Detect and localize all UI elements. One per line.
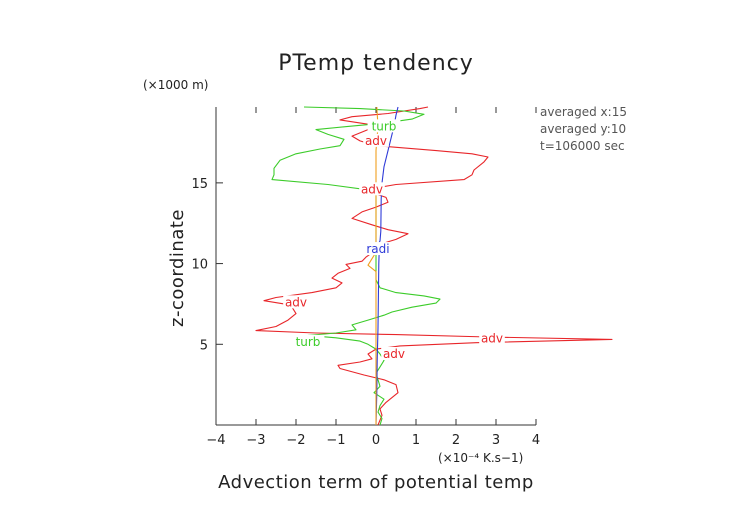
series-label-bg-7 <box>361 242 395 256</box>
y-tick-label-0: 5 <box>200 338 208 353</box>
info-line-2: averaged y:10 <box>540 122 626 136</box>
x-tick-label-0: −4 <box>206 433 225 448</box>
x-unit-label: (×10⁻⁴ K.s−1) <box>438 451 523 465</box>
y-axis-label: z-coordinate <box>167 209 188 327</box>
series-line-series-3 <box>367 106 379 425</box>
x-tick-label-4: 0 <box>372 433 380 448</box>
series-label-adv-1: adv <box>361 182 383 196</box>
series-label-adv-0: adv <box>365 134 387 148</box>
series-line-turb <box>271 106 441 426</box>
series-label-bg-0 <box>363 133 389 147</box>
info-line-1: averaged x:15 <box>540 105 627 119</box>
y-tick-label-2: 15 <box>191 177 208 192</box>
y-tick-label-1: 10 <box>191 258 208 273</box>
series-label-bg-6 <box>291 334 325 348</box>
series-label-adv-4: adv <box>383 347 405 361</box>
info-box: averaged x:15 averaged y:10 t=106000 sec <box>540 105 627 153</box>
series-label-bg-2 <box>283 295 309 309</box>
series-line-adv <box>255 106 613 426</box>
series-label-bg-3 <box>479 331 505 345</box>
chart-title: PTemp tendency <box>278 51 474 76</box>
x-tick-label-3: −1 <box>326 433 345 448</box>
x-axis-label: Advection term of potential temp <box>218 472 534 493</box>
x-tick-label-2: −2 <box>286 433 305 448</box>
series-label-bg-4 <box>381 346 407 360</box>
series-label-bg-1 <box>359 182 385 196</box>
x-tick-label-7: 3 <box>492 433 500 448</box>
series-line-radi <box>375 106 399 426</box>
series-label-bg-5 <box>367 119 401 133</box>
plot-area: −4 −3 −2 −1 0 1 2 3 451015advadvadvadvadvturbtur… <box>191 106 613 448</box>
x-tick-label-6: 2 <box>452 433 460 448</box>
series-label-radi-7: radi <box>366 242 389 256</box>
y-unit-label: (×1000 m) <box>143 78 208 92</box>
series-label-adv-2: adv <box>285 295 307 309</box>
series-label-adv-3: adv <box>481 332 503 346</box>
series-label-turb-5: turb <box>372 119 397 133</box>
series-label-turb-6: turb <box>296 335 321 349</box>
x-tick-label-5: 1 <box>412 433 420 448</box>
info-line-3: t=106000 sec <box>540 139 625 153</box>
x-tick-label-1: −3 <box>246 433 265 448</box>
x-tick-label-8: 4 <box>532 433 540 448</box>
